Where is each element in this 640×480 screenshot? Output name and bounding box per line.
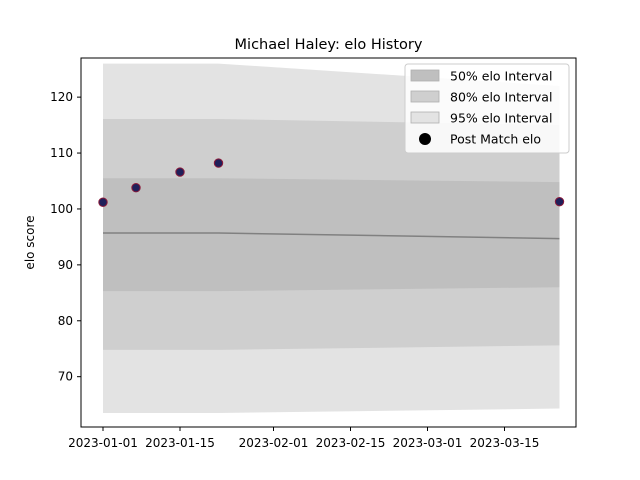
- legend-marker-post-match: [419, 133, 431, 145]
- plot-frame: [80, 57, 577, 428]
- y-axis-label: elo score: [23, 215, 37, 269]
- legend-label: 50% elo Interval: [450, 69, 552, 84]
- legend: 50% elo Interval 80% elo Interval 95% elo …: [404, 63, 570, 154]
- y-tick-label: 70: [58, 370, 73, 384]
- post-match-points: [98, 158, 565, 207]
- legend-label: 80% elo Interval: [450, 90, 552, 105]
- x-tick-label: 2023-01-15: [145, 436, 215, 450]
- mean-elo-line: [103, 232, 560, 240]
- post-match-point: [98, 197, 108, 207]
- legend-label: Post Match elo: [450, 132, 541, 147]
- x-axis-ticks: 2023-01-01 2023-01-15 2023-02-01 2023-02-15…: [68, 427, 539, 450]
- y-tick-label: 90: [58, 258, 73, 272]
- legend-swatch-50: [410, 69, 440, 82]
- x-tick-label: 2023-02-01: [239, 436, 309, 450]
- x-tick-label: 2023-02-15: [316, 436, 386, 450]
- post-match-point: [131, 183, 141, 193]
- x-tick-label: 2023-03-15: [470, 436, 540, 450]
- mean-elo-line-group: [103, 232, 560, 240]
- y-tick-label: 120: [50, 90, 73, 104]
- chart-title: Michael Haley: elo History: [235, 37, 423, 53]
- y-axis-ticks: 70 80 90 100 110 120: [50, 90, 81, 384]
- band-50-upper: [103, 178, 560, 239]
- y-tick-label: 110: [50, 146, 73, 160]
- legend-box: [404, 63, 570, 154]
- y-tick-label: 80: [58, 314, 73, 328]
- band-50-lower: [103, 232, 560, 292]
- y-tick-label: 100: [50, 202, 73, 216]
- legend-swatch-95: [410, 111, 440, 124]
- legend-swatch-80: [410, 90, 440, 103]
- post-match-point: [213, 158, 224, 168]
- legend-label: 95% elo Interval: [450, 111, 552, 126]
- x-tick-label: 2023-01-01: [68, 436, 138, 450]
- post-match-point: [175, 167, 185, 177]
- post-match-point: [554, 196, 565, 207]
- x-tick-label: 2023-03-01: [393, 436, 463, 450]
